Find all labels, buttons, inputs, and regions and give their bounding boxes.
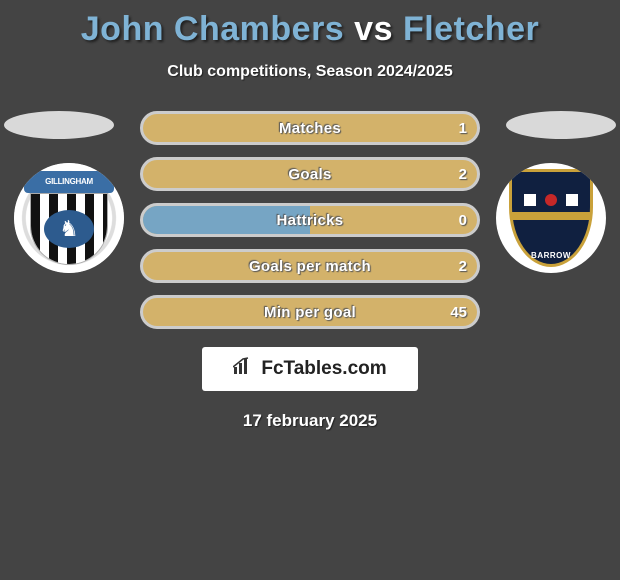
- stat-bar-right-value: 0: [459, 206, 467, 234]
- team-badge-left: GILLINGHAM FOOTBALL CLUB ♞: [14, 163, 124, 273]
- stat-bar-label: Min per goal: [143, 298, 477, 326]
- stat-bar-right-value: 45: [450, 298, 467, 326]
- barchart-icon: [233, 357, 255, 381]
- stat-bar-right-value: 2: [459, 252, 467, 280]
- page-title: John Chambers vs Fletcher: [0, 0, 620, 49]
- left-marker-ellipse: [4, 111, 114, 139]
- team-badge-right: BARROW: [496, 163, 606, 273]
- stat-bar-right-value: 1: [459, 114, 467, 142]
- stat-bar-label: Goals: [143, 160, 477, 188]
- stat-bar-label: Hattricks: [143, 206, 477, 234]
- right-marker-ellipse: [506, 111, 616, 139]
- crest-text: BARROW: [512, 251, 590, 260]
- barrow-crest-icon: BARROW: [509, 169, 593, 267]
- gillingham-crest-icon: GILLINGHAM FOOTBALL CLUB ♞: [14, 163, 124, 273]
- stat-bar: Goals per match2: [140, 249, 480, 283]
- fctables-logo: FcTables.com: [202, 347, 418, 391]
- vs-text: vs: [354, 10, 393, 48]
- stat-bar-label: Matches: [143, 114, 477, 142]
- crest-banner-text: GILLINGHAM FOOTBALL CLUB: [24, 171, 114, 193]
- stat-bars-container: Matches1Goals2Hattricks0Goals per match2…: [140, 111, 480, 329]
- fctables-text: FcTables.com: [261, 358, 386, 380]
- subtitle: Club competitions, Season 2024/2025: [0, 63, 620, 81]
- stat-bar: Hattricks0: [140, 203, 480, 237]
- stat-bar: Matches1: [140, 111, 480, 145]
- stat-bar: Min per goal45: [140, 295, 480, 329]
- stat-bar: Goals2: [140, 157, 480, 191]
- horse-icon: ♞: [59, 216, 79, 242]
- date-label: 17 february 2025: [0, 411, 620, 431]
- player2-name: Fletcher: [403, 10, 539, 48]
- stat-bar-label: Goals per match: [143, 252, 477, 280]
- stat-bar-right-value: 2: [459, 160, 467, 188]
- player1-name: John Chambers: [81, 10, 344, 48]
- comparison-panel: GILLINGHAM FOOTBALL CLUB ♞ BARROW Matche…: [0, 111, 620, 431]
